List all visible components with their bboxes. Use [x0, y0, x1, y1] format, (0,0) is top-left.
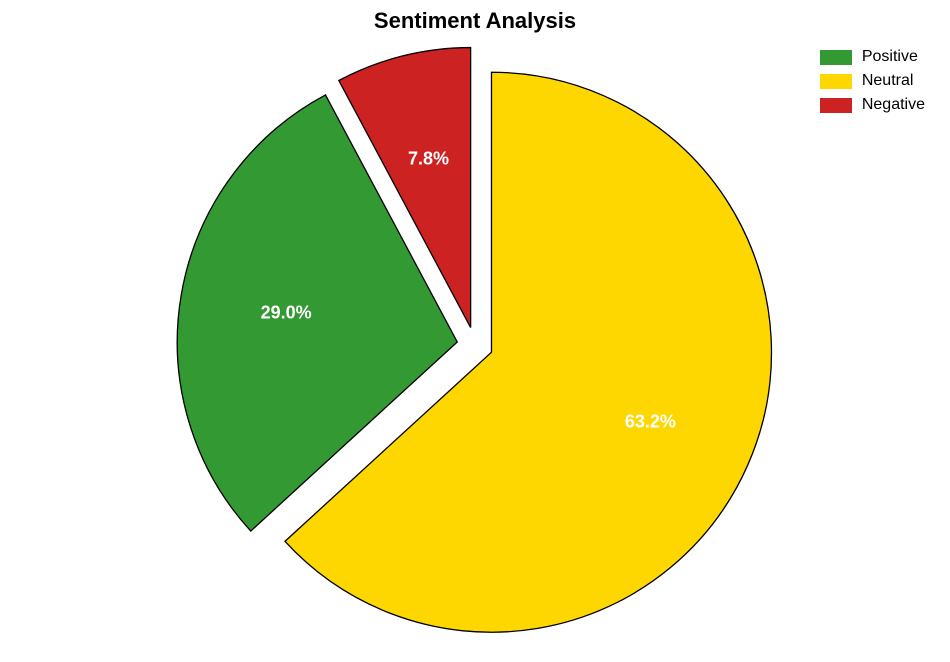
legend-item-negative: Negative	[820, 96, 925, 114]
legend-swatch	[820, 98, 852, 113]
chart-container: Sentiment Analysis 63.2% 29.0% 7.8% Positi…	[0, 0, 950, 662]
legend: Positive Neutral Negative	[820, 48, 925, 120]
legend-swatch	[820, 74, 852, 89]
legend-item-positive: Positive	[820, 48, 925, 66]
legend-label: Positive	[862, 48, 918, 66]
pie-slice-label-neutral: 63.2%	[625, 412, 676, 433]
legend-swatch	[820, 50, 852, 65]
chart-title: Sentiment Analysis	[0, 8, 950, 34]
legend-label: Negative	[862, 96, 925, 114]
legend-label: Neutral	[862, 72, 914, 90]
pie-slice-label-negative: 7.8%	[408, 149, 449, 170]
legend-item-neutral: Neutral	[820, 72, 925, 90]
pie-slice-label-positive: 29.0%	[261, 302, 312, 323]
pie-chart	[175, 45, 775, 645]
